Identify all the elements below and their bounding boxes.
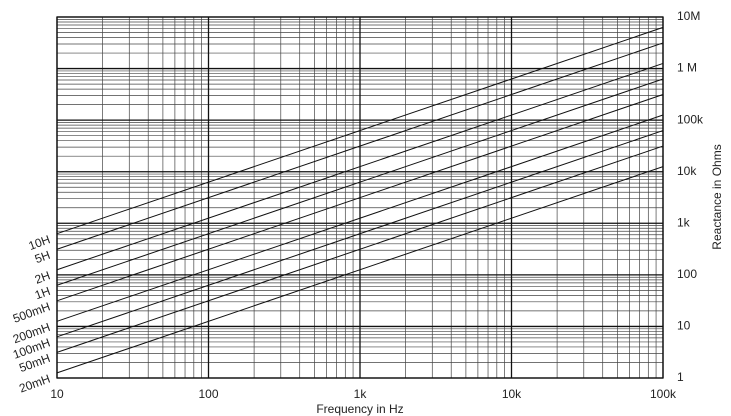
series-label: 5H — [33, 248, 52, 266]
series-line — [56, 166, 664, 374]
y-tick-label: 1k — [677, 215, 691, 229]
y-tick-label: 1 M — [677, 61, 697, 75]
series-line — [56, 114, 664, 322]
series-line — [56, 145, 664, 353]
series-label: 20mH — [17, 372, 52, 396]
series-label: 1H — [33, 284, 52, 302]
series-label: 2H — [33, 268, 52, 286]
y-tick-label: 1 — [677, 370, 684, 384]
series-line — [56, 94, 664, 302]
y-tick-label: 100 — [677, 267, 697, 281]
x-tick-label: 10k — [502, 387, 522, 401]
series-line — [56, 62, 664, 271]
y-tick-label: 10M — [677, 9, 700, 23]
x-tick-label: 10 — [50, 387, 64, 401]
x-axis-label: Frequency in Hz — [316, 402, 403, 416]
y-axis-label: Reactance in Ohms — [710, 144, 724, 249]
plot-frame — [56, 16, 664, 379]
y-tick-label: 10 — [677, 319, 691, 333]
y-tick-label: 100k — [677, 112, 704, 126]
x-tick-label: 100k — [650, 387, 677, 401]
series-line — [56, 42, 664, 250]
series-line — [56, 26, 664, 235]
series-line — [56, 78, 664, 286]
y-tick-label: 10k — [677, 164, 697, 178]
x-tick-label: 1k — [354, 387, 368, 401]
x-tick-label: 100 — [198, 387, 218, 401]
series-line — [56, 130, 664, 338]
